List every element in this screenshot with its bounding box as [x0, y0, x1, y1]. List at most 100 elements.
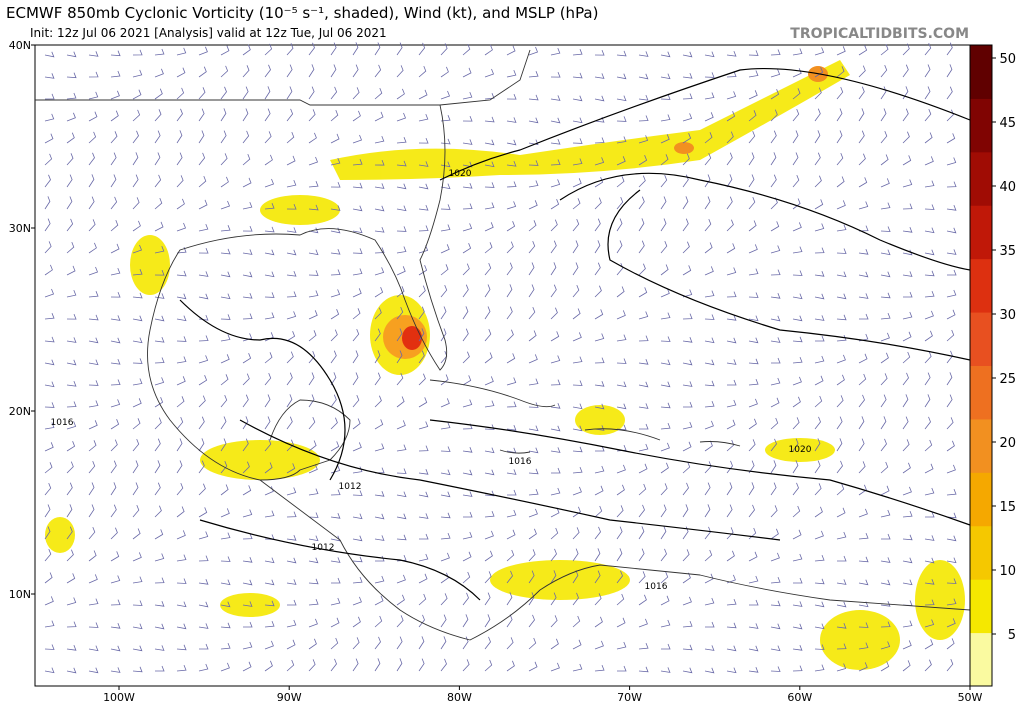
wind-barb: [132, 666, 143, 673]
wind-barb: [594, 197, 602, 210]
wind-barb: [330, 637, 339, 650]
wind-barb: [243, 621, 253, 628]
wind-barb: [484, 376, 494, 386]
wind-barb: [682, 461, 691, 474]
wind-barb: [44, 462, 53, 474]
wind-barb: [836, 507, 846, 518]
wind-barb: [550, 219, 558, 232]
wind-barb: [770, 438, 777, 452]
wind-barb: [176, 336, 187, 342]
wind-barb: [770, 623, 781, 630]
wind-barb: [463, 511, 473, 518]
wind-barb: [528, 46, 539, 56]
wind-barb: [660, 483, 668, 496]
wind-barb: [946, 638, 955, 650]
wind-barb: [528, 549, 536, 562]
wind-barb: [220, 460, 228, 474]
wind-barb: [308, 310, 318, 320]
wind-barb: [660, 196, 667, 210]
wind-barb: [858, 394, 865, 408]
lon-label: 70W: [617, 691, 642, 704]
wind-barb: [88, 482, 95, 496]
wind-barb: [814, 554, 825, 562]
wind-barb: [682, 337, 693, 343]
wind-barb: [572, 198, 581, 210]
wind-barb: [286, 659, 295, 672]
wind-barb: [110, 551, 120, 562]
wind-barb: [44, 51, 55, 58]
wind-barb: [132, 130, 139, 144]
wind-barb: [572, 380, 583, 386]
wind-barb: [726, 91, 737, 100]
wind-barb: [286, 511, 297, 518]
wind-barb: [572, 527, 580, 540]
colorbar-swatch: [970, 418, 992, 473]
wind-barb: [726, 399, 737, 408]
wind-barb: [506, 160, 517, 167]
wind-barb: [770, 221, 780, 232]
wind-barb: [902, 203, 913, 210]
wind-barb: [352, 576, 363, 584]
wind-barb: [506, 329, 514, 342]
wind-barb: [880, 226, 891, 232]
wind-barb: [242, 271, 253, 278]
wind-barb: [858, 108, 865, 122]
lat-label: 40N: [9, 39, 31, 52]
wind-barb: [924, 330, 933, 342]
wind-barb: [396, 350, 403, 364]
wind-barb: [110, 152, 117, 166]
wind-barb: [594, 95, 605, 102]
wind-barb: [66, 196, 73, 210]
wind-barb: [814, 416, 821, 430]
wind-barb: [616, 548, 623, 562]
wind-barb: [176, 482, 184, 496]
lat-label: 30N: [9, 222, 31, 235]
wind-barb: [352, 596, 362, 606]
wind-barb: [330, 133, 340, 144]
wind-barb: [726, 196, 733, 210]
wind-barb: [330, 617, 340, 628]
site-name: TROPICALTIDBITS.COM: [790, 26, 969, 42]
wind-barb: [154, 553, 165, 562]
wind-barb: [198, 601, 209, 608]
wind-barb: [594, 485, 604, 496]
wind-barb: [264, 640, 274, 650]
colorbar-swatch: [970, 525, 992, 580]
isobar-label: 1016: [509, 457, 532, 467]
wind-barb: [418, 573, 428, 584]
wind-barb: [110, 174, 117, 188]
wind-barb: [176, 578, 187, 584]
wind-barb: [198, 460, 205, 474]
wind-barb: [660, 134, 670, 144]
wind-barb: [462, 447, 473, 453]
wind-barb: [330, 329, 338, 342]
wind-barb: [220, 601, 231, 608]
wind-barb: [660, 667, 671, 673]
wind-barb: [110, 358, 121, 365]
wind-barb: [550, 117, 561, 124]
wind-barb: [946, 535, 957, 542]
wind-barb: [682, 93, 693, 100]
wind-barb: [814, 664, 825, 672]
wind-barb: [264, 557, 275, 564]
wind-barb: [814, 460, 821, 474]
wind-barb: [924, 579, 935, 585]
map: 1020 1016 1016 1012 1012 1016 1020: [34, 42, 971, 687]
wind-barb: [88, 667, 99, 674]
wind-barb: [176, 222, 187, 232]
wind-barb: [814, 199, 824, 210]
wind-barb: [396, 554, 407, 562]
wind-barb: [506, 241, 514, 254]
wind-barb: [704, 549, 713, 562]
colorbar: 50 45 40 35 30 25 20 15 10 5: [969, 44, 1016, 687]
wind-barb: [792, 505, 801, 518]
wind-barb: [264, 271, 275, 278]
wind-barb: [220, 622, 231, 629]
wind-barb: [132, 220, 141, 232]
wind-barb: [198, 375, 208, 386]
wind-barb: [330, 489, 341, 496]
wind-barb: [792, 152, 799, 166]
wind-barb: [44, 174, 51, 188]
wind-barb: [264, 620, 275, 628]
wind-barb: [418, 161, 429, 167]
